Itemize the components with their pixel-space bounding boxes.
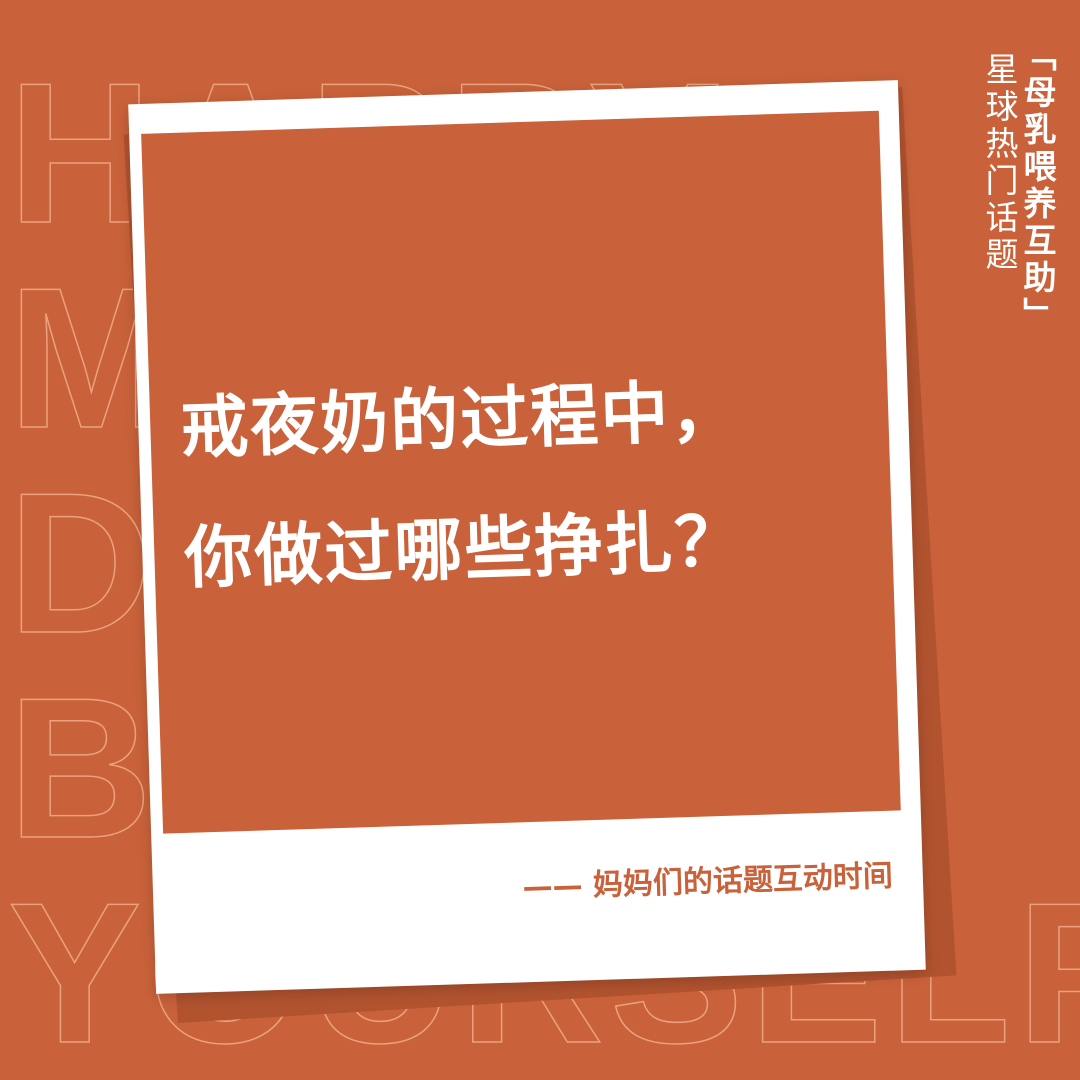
headline: 你做过哪些挣扎？ <box>183 502 746 599</box>
card-panel: 戒夜奶的过程中， 你做过哪些挣扎？ <box>141 110 901 834</box>
caption: —— 妈妈们的话题互动时间 <box>522 858 894 906</box>
headline: 戒夜奶的过程中， <box>179 372 742 469</box>
bg-word: D <box>8 452 158 675</box>
bg-word: B <box>8 657 158 880</box>
photo-card: 戒夜奶的过程中， 你做过哪些挣扎？ —— 妈妈们的话题互动时间 <box>128 80 926 994</box>
tag-subtitle: 星球热门话题 <box>980 52 1019 274</box>
tag-title: 「母乳喂养互助」 <box>1018 38 1057 334</box>
